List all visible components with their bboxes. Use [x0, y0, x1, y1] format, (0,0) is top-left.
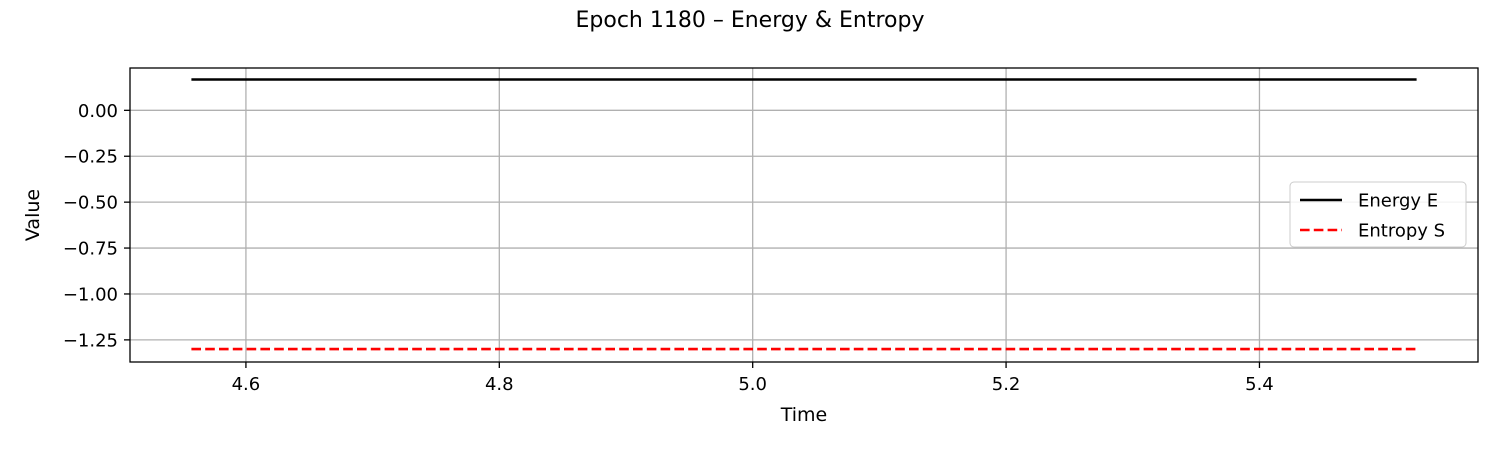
- chart-title: Epoch 1180 – Energy & Entropy: [576, 8, 925, 33]
- axis-ticks: 4.6 4.8 5.0 5.2 5.4 0.00 −0.25 −0.50 −0.75 −1.00 −…: [63, 101, 1274, 395]
- x-axis-label: Time: [780, 404, 828, 426]
- x-tick-label: 5.2: [992, 374, 1021, 395]
- x-tick-label: 4.8: [485, 374, 514, 395]
- grid: [130, 68, 1478, 362]
- legend-label: Entropy S: [1358, 221, 1445, 242]
- y-tick-label: 0.00: [78, 101, 118, 122]
- y-axis-label: Value: [22, 189, 44, 241]
- x-tick-label: 5.0: [738, 374, 767, 395]
- plot-frame: [129, 67, 1479, 363]
- y-tick-label: −1.00: [63, 284, 118, 305]
- y-tick-label: −0.25: [63, 147, 118, 168]
- y-tick-label: −1.25: [63, 330, 118, 351]
- y-tick-label: −0.50: [63, 193, 118, 214]
- series-layer: [191, 78, 1417, 351]
- legend-label: Energy E: [1358, 191, 1438, 212]
- y-tick-label: −0.75: [63, 239, 118, 260]
- legend: Energy E Entropy S: [1289, 181, 1467, 248]
- x-tick-label: 5.4: [1245, 374, 1274, 395]
- x-tick-label: 4.6: [232, 374, 261, 395]
